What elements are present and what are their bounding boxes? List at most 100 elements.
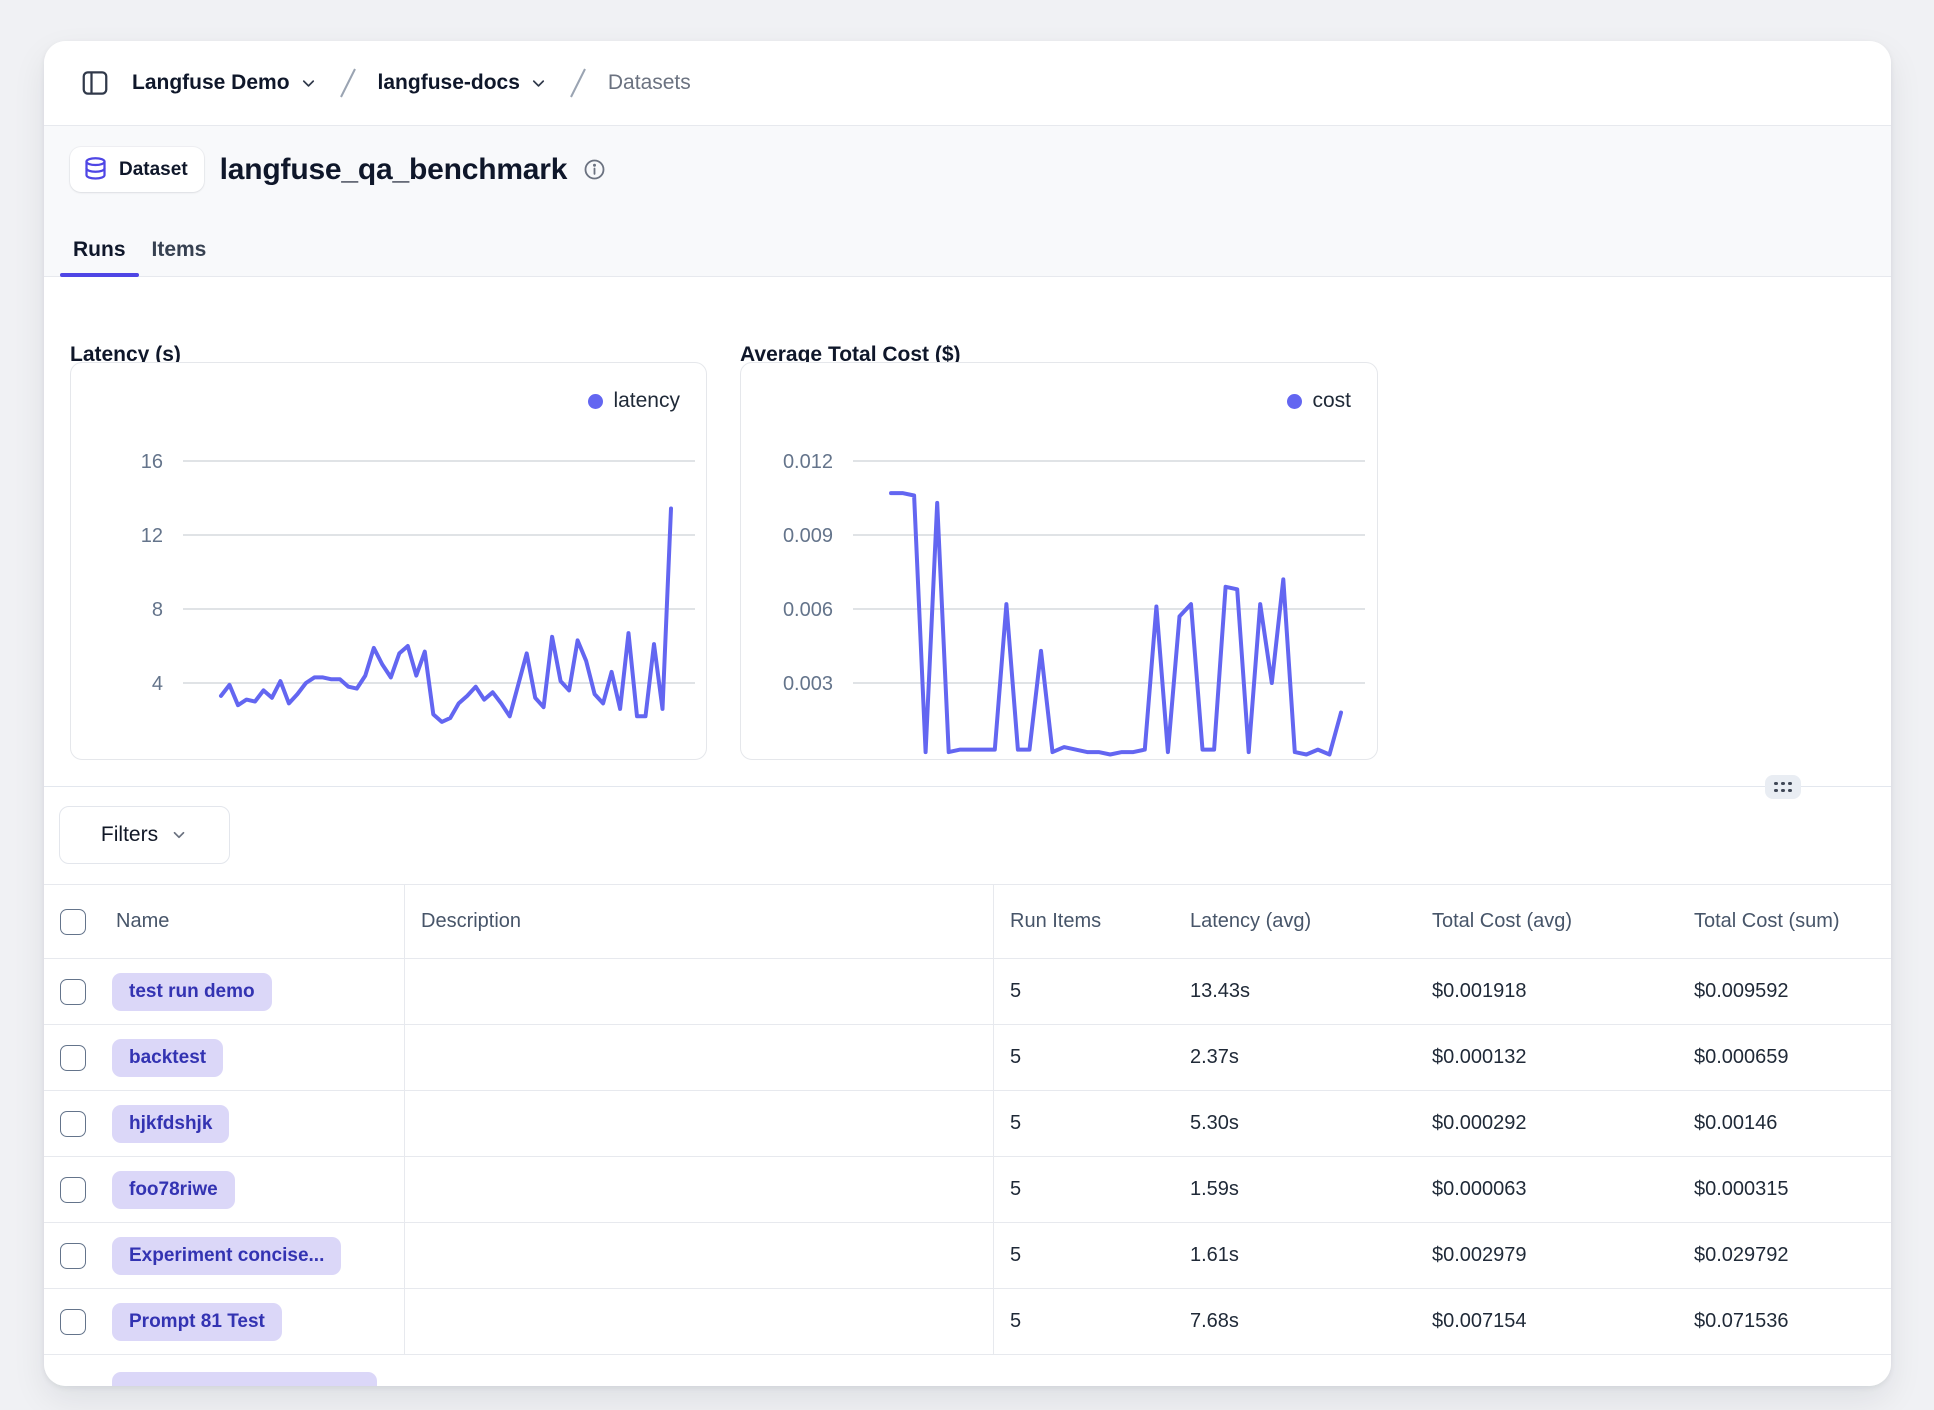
filters-button-label: Filters (101, 823, 158, 847)
chevron-down-icon (529, 74, 548, 93)
cost-chart-legend: cost (1287, 389, 1351, 413)
legend-dot-icon (588, 394, 603, 409)
select-all-checkbox[interactable] (60, 909, 86, 935)
svg-text:0.012: 0.012 (783, 451, 833, 473)
slash-icon (568, 66, 588, 100)
resize-handle[interactable] (1765, 775, 1801, 799)
latency-avg-cell: 13.43s (1174, 980, 1416, 1003)
svg-text:8: 8 (152, 599, 163, 621)
breadcrumb-page-label: Datasets (608, 71, 691, 95)
svg-text:0.006: 0.006 (783, 599, 833, 621)
description-cell (405, 1289, 994, 1354)
total-cost-avg-cell: $0.001918 (1416, 980, 1678, 1003)
section-divider (44, 786, 1891, 787)
dataset-badge-label: Dataset (119, 159, 188, 181)
latency-avg-cell: 5.30s (1174, 1112, 1416, 1135)
column-header-total-cost-sum: Total Cost (sum) (1678, 910, 1891, 933)
slash-icon (338, 66, 358, 100)
page-header: Dataset langfuse_qa_benchmark Runs Items (44, 126, 1891, 277)
column-header-name: Name (100, 885, 405, 958)
table-row: Prompt 81 Test57.68s$0.007154$0.071536 (44, 1289, 1891, 1355)
total-cost-sum-cell: $0.00146 (1678, 1112, 1891, 1135)
panel-left-icon (80, 68, 110, 98)
table-header-row: Name Description Run Items Latency (avg)… (44, 884, 1891, 959)
run-items-cell: 5 (994, 1244, 1174, 1267)
svg-text:12: 12 (141, 525, 163, 547)
run-items-cell: 5 (994, 1310, 1174, 1333)
total-cost-sum-cell: $0.009592 (1678, 980, 1891, 1003)
description-cell (405, 959, 994, 1024)
table-row: Experiment concise... 51.61s$0.002979$0.0… (44, 1223, 1891, 1289)
table-row: test run demo 513.43s$0.001918$0.009592 (44, 959, 1891, 1025)
latency-chart-svg: 4 8 12 16 (71, 363, 706, 759)
breadcrumb-org-label: Langfuse Demo (132, 71, 290, 95)
breadcrumb-project-label: langfuse-docs (378, 71, 520, 95)
total-cost-avg-cell: $0.000132 (1416, 1046, 1678, 1069)
column-header-description: Description (405, 885, 994, 958)
legend-label: latency (613, 389, 680, 413)
run-name-pill[interactable]: hjkfdshjk (112, 1105, 229, 1143)
column-header-latency-avg: Latency (avg) (1174, 910, 1416, 933)
run-name-pill[interactable]: backtest (112, 1039, 223, 1077)
row-checkbox[interactable] (60, 1243, 86, 1269)
row-checkbox[interactable] (60, 1177, 86, 1203)
total-cost-avg-cell: $0.000292 (1416, 1112, 1678, 1135)
svg-text:0.003: 0.003 (783, 673, 833, 695)
tab-items[interactable]: Items (139, 238, 220, 276)
main-window: Langfuse Demo langfuse-docs Datasets (44, 41, 1891, 1386)
cost-chart-svg: 0.003 0.006 0.009 0.012 (741, 363, 1377, 759)
run-name-pill[interactable]: foo78riwe (112, 1171, 235, 1209)
table-body: test run demo513.43s$0.001918$0.009592ba… (44, 959, 1891, 1355)
table-row-partial (44, 1355, 1891, 1386)
latency-avg-cell: 7.68s (1174, 1310, 1416, 1333)
run-name-pill[interactable]: test run demo (112, 973, 272, 1011)
total-cost-avg-cell: $0.000063 (1416, 1178, 1678, 1201)
svg-text:4: 4 (152, 673, 163, 695)
legend-label: cost (1312, 389, 1351, 413)
chevron-down-icon (170, 826, 188, 844)
latency-avg-cell: 1.59s (1174, 1178, 1416, 1201)
row-checkbox[interactable] (60, 1309, 86, 1335)
breadcrumb-org[interactable]: Langfuse Demo (132, 71, 318, 95)
legend-dot-icon (1287, 394, 1302, 409)
table-row: hjkfdshjk 55.30s$0.000292$0.00146 (44, 1091, 1891, 1157)
description-cell (405, 1223, 994, 1288)
breadcrumb-project[interactable]: langfuse-docs (378, 71, 548, 95)
dataset-badge: Dataset (70, 147, 204, 192)
svg-text:0.009: 0.009 (783, 525, 833, 547)
table-row: foo78riwe51.59s$0.000063$0.000315 (44, 1157, 1891, 1223)
run-name-pill[interactable]: Prompt 81 Test (112, 1303, 282, 1341)
svg-text:16: 16 (141, 451, 163, 473)
latency-avg-cell: 1.61s (1174, 1244, 1416, 1267)
row-checkbox[interactable] (60, 1111, 86, 1137)
grip-dots-icon (1774, 782, 1792, 793)
description-cell (405, 1025, 994, 1090)
description-cell (405, 1157, 994, 1222)
table-row: backtest52.37s$0.000132$0.000659 (44, 1025, 1891, 1091)
total-cost-sum-cell: $0.000659 (1678, 1046, 1891, 1069)
run-items-cell: 5 (994, 1046, 1174, 1069)
run-name-pill[interactable]: Experiment concise... (112, 1237, 341, 1275)
total-cost-sum-cell: $0.029792 (1678, 1244, 1891, 1267)
total-cost-avg-cell: $0.007154 (1416, 1310, 1678, 1333)
sidebar-toggle-button[interactable] (78, 66, 112, 100)
breadcrumb-separator (568, 66, 588, 100)
runs-table: Name Description Run Items Latency (avg)… (44, 884, 1891, 1386)
cost-chart-card: 0.003 0.006 0.009 0.012 cost (740, 362, 1378, 760)
tab-runs[interactable]: Runs (60, 238, 139, 276)
breadcrumb: Langfuse Demo langfuse-docs Datasets (44, 41, 1891, 126)
row-checkbox[interactable] (60, 979, 86, 1005)
description-cell (405, 1091, 994, 1156)
filters-button[interactable]: Filters (59, 806, 230, 864)
row-checkbox[interactable] (60, 1045, 86, 1071)
run-items-cell: 5 (994, 1112, 1174, 1135)
breadcrumb-page[interactable]: Datasets (608, 71, 691, 95)
database-icon (82, 156, 109, 183)
run-items-cell: 5 (994, 980, 1174, 1003)
chevron-down-icon (299, 74, 318, 93)
run-items-cell: 5 (994, 1178, 1174, 1201)
total-cost-avg-cell: $0.002979 (1416, 1244, 1678, 1267)
column-header-total-cost-avg: Total Cost (avg) (1416, 910, 1678, 933)
info-icon[interactable] (583, 158, 606, 181)
run-name-pill[interactable] (112, 1372, 377, 1386)
